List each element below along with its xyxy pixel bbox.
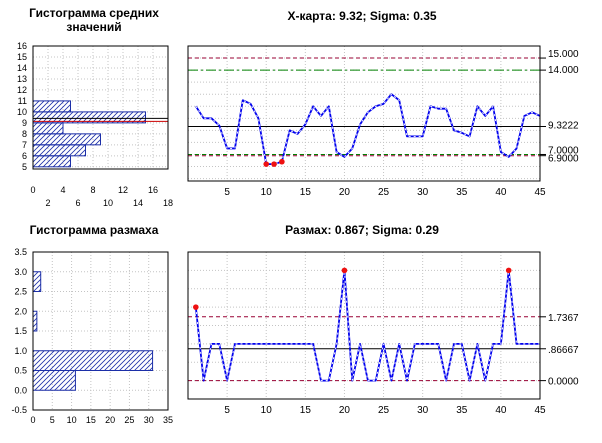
hist-means-ytick: 9 xyxy=(22,118,27,128)
x-chart-xtick: 20 xyxy=(339,187,351,198)
r-chart-xtick: 10 xyxy=(261,405,273,416)
x-chart-series-overlay xyxy=(195,93,541,165)
r-chart-out-point xyxy=(341,267,348,274)
hist-means-bar xyxy=(32,122,64,135)
hist-range-xtick: 5 xyxy=(50,415,55,425)
hist-means-ytick: 8 xyxy=(22,129,27,139)
x-chart-xtick: 35 xyxy=(456,187,468,198)
r-chart-limit-label: 0.0000 xyxy=(548,377,579,388)
hist-range-xtick: 30 xyxy=(144,415,154,425)
hist-range-bar xyxy=(32,370,76,391)
hist-range-ytick: 3.0 xyxy=(14,267,27,277)
hist-range-xtick: 35 xyxy=(163,415,173,425)
hist-means-ytick: 16 xyxy=(17,41,27,51)
x-chart-xtick: 30 xyxy=(417,187,429,198)
hist-means-xtick-top: 12 xyxy=(118,185,128,195)
hist-means-ytick: 5 xyxy=(22,162,27,172)
x-chart-title: X-карта: 9.32; Sigma: 0.35 xyxy=(287,9,437,23)
x-chart-frame xyxy=(187,45,541,182)
r-chart-frame xyxy=(187,251,541,400)
r-chart-xtick: 30 xyxy=(417,405,429,416)
x-chart-out-point xyxy=(271,161,277,167)
hist-range-ytick: -0.5 xyxy=(11,405,27,415)
hist-range-ytick: 2.5 xyxy=(14,287,27,297)
r-chart-out-point xyxy=(505,267,512,274)
hist-range-bar xyxy=(32,310,38,332)
hist-range-frame xyxy=(32,251,169,411)
x-chart-xtick: 25 xyxy=(378,187,390,198)
x-chart-series-line xyxy=(195,93,541,166)
hist-means-ytick: 6 xyxy=(22,151,27,161)
hist-means-xtick-top: 0 xyxy=(30,185,35,195)
histogram-range-title: Гистограмма размаха xyxy=(29,223,159,237)
hist-means-ytick: 14 xyxy=(17,63,27,73)
hist-range-ytick: 3.5 xyxy=(14,247,27,257)
r-chart-xtick: 5 xyxy=(224,405,230,416)
hist-means-xtick-bottom: 2 xyxy=(45,198,50,208)
r-chart-xtick: 15 xyxy=(300,405,312,416)
x-chart-limit-label: 6.9000 xyxy=(548,154,579,165)
hist-means-ytick: 10 xyxy=(17,107,27,117)
hist-means-xtick-top: 16 xyxy=(148,185,158,195)
hist-range-ytick: 2.0 xyxy=(14,306,27,316)
hist-range-xtick: 15 xyxy=(86,415,96,425)
hist-means-ytick: 12 xyxy=(17,85,27,95)
hist-range-xtick: 20 xyxy=(105,415,115,425)
x-chart-limit-label: 9.3222 xyxy=(548,120,579,131)
histogram-means-title-line2: значений xyxy=(66,20,122,34)
hist-means-xtick-top: 8 xyxy=(90,185,95,195)
hist-range-xtick: 25 xyxy=(124,415,134,425)
histogram-means-title-line1: Гистограмма средних xyxy=(29,6,159,20)
hist-means-bar xyxy=(32,144,86,157)
hist-means-ytick: 13 xyxy=(17,74,27,84)
hist-means-xtick-bottom: 10 xyxy=(103,198,113,208)
hist-means-ytick: 11 xyxy=(18,96,27,106)
r-chart-title: Размах: 0.867; Sigma: 0.29 xyxy=(285,223,439,237)
x-chart-xtick: 40 xyxy=(495,187,507,198)
hist-range-bar xyxy=(32,350,154,371)
x-chart-xtick: 15 xyxy=(300,187,312,198)
histogram-means-title: Гистограмма средних значений xyxy=(10,6,178,34)
r-chart-xtick: 40 xyxy=(495,405,507,416)
hist-range-ytick: 1.5 xyxy=(14,326,27,336)
x-chart-out-point xyxy=(279,158,285,165)
x-chart-xtick: 10 xyxy=(261,187,273,198)
hist-range-xtick: 0 xyxy=(30,415,35,425)
hist-means-xtick-bottom: 18 xyxy=(163,198,173,208)
hist-means-ytick: 7 xyxy=(22,140,27,150)
x-chart-out-point xyxy=(263,161,270,167)
x-chart-limit-label: 15.000 xyxy=(548,49,579,60)
hist-range-ytick: 0.5 xyxy=(14,366,27,376)
hist-means-bar xyxy=(32,100,71,113)
hist-means-xtick-bottom: 6 xyxy=(75,198,80,208)
hist-means-bar xyxy=(32,133,101,146)
hist-range-xtick: 10 xyxy=(67,415,77,425)
r-chart-xtick: 45 xyxy=(534,405,546,416)
r-chart-out-point xyxy=(193,304,199,310)
hist-means-bar xyxy=(32,155,71,168)
r-chart-series-overlay xyxy=(195,270,540,382)
r-chart-xtick: 20 xyxy=(339,405,351,416)
r-chart-limit-label: .86667 xyxy=(548,345,579,356)
hist-range-ytick: 0.0 xyxy=(14,385,27,395)
hist-range-bar xyxy=(32,271,42,292)
hist-means-ytick: 15 xyxy=(17,52,27,62)
x-chart-limit-label: 14.000 xyxy=(548,65,579,76)
r-chart-limit-label: 1.7367 xyxy=(548,313,579,324)
x-chart-xtick: 45 xyxy=(534,187,546,198)
r-chart-xtick: 25 xyxy=(378,405,390,416)
r-chart-xtick: 35 xyxy=(456,405,468,416)
hist-means-xtick-bottom: 14 xyxy=(133,198,143,208)
hist-means-frame xyxy=(32,45,169,170)
x-chart-limit-label: 7.0000 xyxy=(548,145,579,156)
x-chart-xtick: 5 xyxy=(224,187,230,198)
hist-range-ytick: 1.0 xyxy=(14,346,27,356)
hist-means-xtick-top: 4 xyxy=(60,185,65,195)
